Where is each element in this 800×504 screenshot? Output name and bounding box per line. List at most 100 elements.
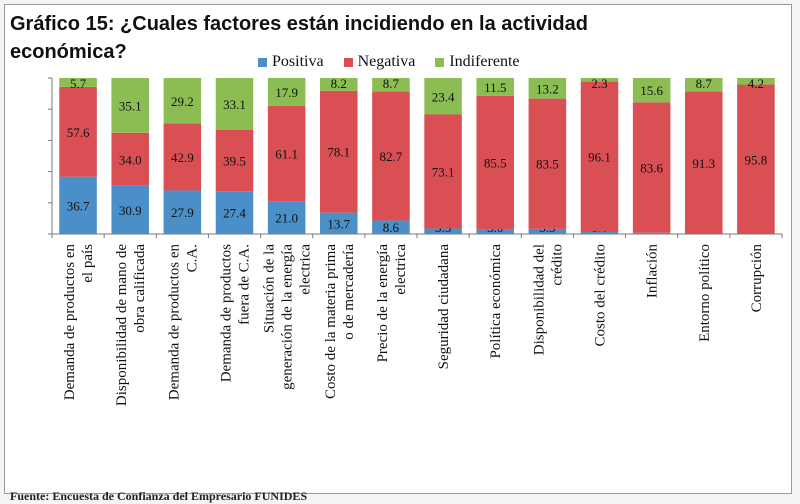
x-tick-label-1: Demanda de productos en el país bbox=[62, 244, 96, 401]
data-label-positiva-5: 21.0 bbox=[275, 211, 298, 226]
bar-indiferente-11 bbox=[580, 78, 619, 82]
bar-indiferente-14 bbox=[737, 78, 775, 85]
x-tick-label-line: Disponibilidad del bbox=[531, 244, 547, 355]
legend-label-negativa: Negativa bbox=[357, 53, 416, 70]
data-label-indiferente-2: 35.1 bbox=[119, 98, 142, 113]
x-tick-label-line: Situación de la bbox=[262, 244, 278, 333]
x-tick-label-line: Disponibilidad de mano de bbox=[114, 244, 130, 406]
x-tick-label-3: Demanda de productos en C.A. bbox=[166, 244, 200, 401]
legend-item-positiva: Positiva bbox=[258, 53, 324, 71]
bar-negativa-12 bbox=[632, 102, 671, 233]
bar-positiva-8 bbox=[424, 228, 462, 234]
bar-positiva-10 bbox=[528, 228, 567, 234]
bar-indiferente-12 bbox=[632, 78, 671, 103]
bar-negativa-13 bbox=[685, 91, 723, 235]
bar-positiva-6 bbox=[320, 212, 358, 234]
bar-positiva-4 bbox=[215, 191, 254, 234]
data-label-negativa-4: 39.5 bbox=[223, 153, 246, 168]
bar-negativa-3 bbox=[163, 123, 202, 191]
bar-negativa-14 bbox=[737, 84, 775, 234]
data-label-positiva-2: 30.9 bbox=[119, 203, 142, 218]
data-label-positiva-3: 27.9 bbox=[171, 205, 194, 220]
data-label-indiferente-3: 29.2 bbox=[171, 94, 194, 109]
data-label-negativa-5: 61.1 bbox=[275, 147, 298, 162]
x-tick-label-8: Seguridad ciudadana bbox=[436, 244, 452, 370]
x-tick-label-line: Inflación bbox=[645, 244, 661, 299]
x-tick-label-10: Disponibilidad del crédito bbox=[531, 244, 565, 355]
bar-indiferente-13 bbox=[685, 78, 723, 92]
x-tick-label-line: Precio de la energía bbox=[375, 244, 391, 363]
bar-indiferente-6 bbox=[320, 78, 358, 91]
data-label-indiferente-12: 15.6 bbox=[640, 83, 663, 98]
bar-indiferente-10 bbox=[528, 78, 567, 99]
bar-negativa-11 bbox=[580, 81, 619, 232]
bar-positiva-5 bbox=[267, 201, 306, 234]
x-tick-label-line: Corrupción bbox=[749, 244, 765, 313]
data-label-negativa-10: 83.5 bbox=[536, 157, 559, 172]
bar-indiferente-1 bbox=[59, 78, 97, 87]
legend-label-indiferente: Indiferente bbox=[449, 53, 520, 70]
legend-swatch-negativa bbox=[343, 57, 353, 67]
bar-positiva-12 bbox=[632, 232, 671, 234]
data-label-negativa-6: 78.1 bbox=[327, 145, 350, 160]
source-note: Fuente: Encuesta de Confianza del Empres… bbox=[10, 489, 308, 503]
data-label-indiferente-4: 33.1 bbox=[223, 97, 246, 112]
bar-indiferente-4 bbox=[215, 78, 254, 130]
bar-positiva-7 bbox=[372, 220, 410, 234]
x-tick-label-7: Precio de la energía electrica bbox=[375, 244, 409, 363]
x-tick-label-line: Demanda de productos en bbox=[166, 244, 182, 401]
x-tick-label-2: Disponibilidad de mano de obra calificada bbox=[114, 244, 148, 406]
x-tick-label-line: fuera de C.A. bbox=[237, 244, 253, 325]
data-label-positiva-4: 27.4 bbox=[223, 206, 246, 221]
legend-swatch-positiva bbox=[258, 57, 267, 67]
x-tick-label-line: Seguridad ciudadana bbox=[436, 244, 452, 370]
data-label-positiva-7: 8.6 bbox=[383, 220, 400, 235]
x-tick-label-13: Entorno político bbox=[697, 244, 713, 342]
x-tick-label-line: o de mercadería bbox=[341, 244, 357, 340]
x-tick-label-11: Costo del crédito bbox=[593, 244, 609, 346]
bar-indiferente-9 bbox=[476, 78, 514, 96]
bar-indiferente-8 bbox=[424, 78, 462, 115]
data-label-positiva-1: 36.7 bbox=[67, 198, 90, 213]
bar-indiferente-2 bbox=[111, 78, 149, 133]
bar-negativa-6 bbox=[320, 90, 358, 213]
bar-positiva-9 bbox=[476, 229, 514, 234]
x-tick-label-line: obra calificada bbox=[132, 244, 148, 333]
x-tick-label-line: Política económica bbox=[488, 244, 504, 359]
data-label-positiva-6: 13.7 bbox=[327, 216, 350, 231]
x-tick-label-9: Política económica bbox=[488, 244, 504, 359]
bar-negativa-1 bbox=[59, 86, 97, 177]
x-tick-label-line: el país bbox=[80, 244, 96, 283]
data-label-negativa-3: 42.9 bbox=[171, 150, 194, 165]
x-tick-label-line: Costo de la materia prima bbox=[323, 244, 339, 399]
data-label-negativa-9: 85.5 bbox=[484, 156, 507, 171]
bar-positiva-2 bbox=[111, 185, 149, 234]
legend-label-positiva: Positiva bbox=[272, 53, 324, 70]
data-label-indiferente-5: 17.9 bbox=[275, 85, 298, 100]
data-label-negativa-7: 82.7 bbox=[380, 149, 403, 164]
data-label-negativa-12: 83.6 bbox=[640, 161, 663, 176]
data-label-indiferente-11: 2.3 bbox=[591, 76, 607, 91]
data-label-indiferente-8: 23.4 bbox=[432, 89, 455, 104]
data-label-indiferente-14: 4.2 bbox=[748, 76, 764, 91]
data-label-indiferente-10: 13.2 bbox=[536, 81, 559, 96]
x-tick-label-line: crédito bbox=[549, 244, 565, 286]
bar-negativa-4 bbox=[215, 129, 254, 192]
bar-negativa-2 bbox=[111, 132, 149, 186]
data-label-indiferente-9: 11.5 bbox=[484, 80, 506, 95]
x-tick-label-line: electrica bbox=[298, 244, 314, 295]
legend-item-negativa: Negativa bbox=[343, 53, 416, 71]
bar-positiva-3 bbox=[163, 190, 202, 234]
bar-positiva-1 bbox=[59, 176, 97, 234]
data-label-negativa-8: 73.1 bbox=[432, 165, 455, 180]
x-tick-label-line: C.A. bbox=[184, 244, 200, 272]
bar-positiva-11 bbox=[580, 231, 619, 234]
data-label-negativa-2: 34.0 bbox=[119, 152, 142, 167]
data-label-indiferente-6: 8.2 bbox=[331, 76, 347, 91]
x-tick-label-6: Costo de la materia prima o de mercadería bbox=[323, 244, 357, 399]
bar-negativa-5 bbox=[267, 105, 306, 202]
legend-item-indiferente: Indiferente bbox=[435, 53, 520, 71]
bar-negativa-9 bbox=[476, 95, 514, 230]
data-label-negativa-14: 95.8 bbox=[745, 152, 768, 167]
